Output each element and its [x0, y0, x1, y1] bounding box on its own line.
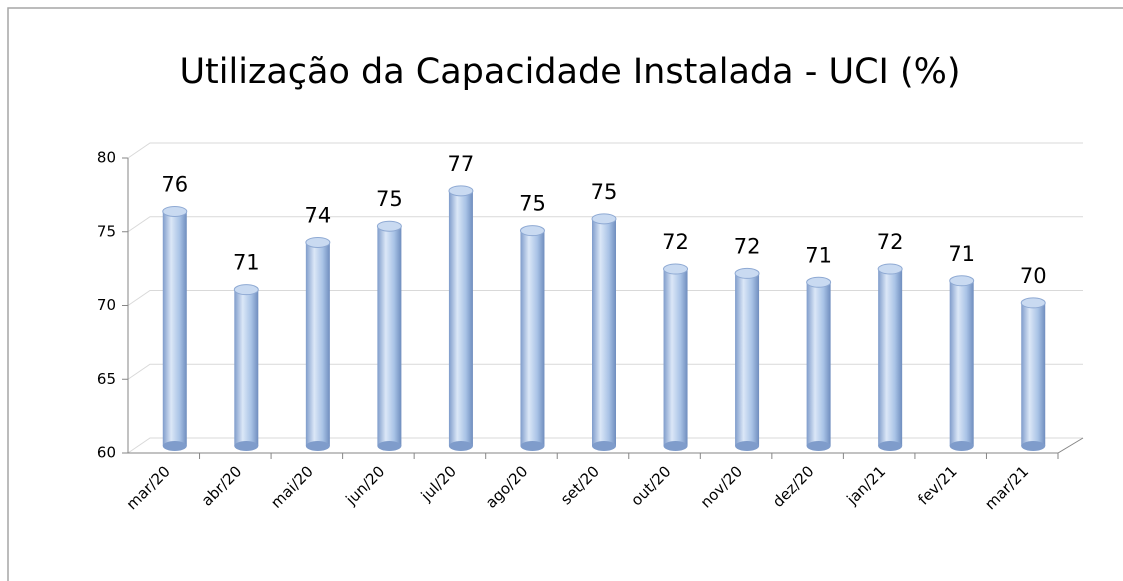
value-label: 77	[448, 152, 475, 176]
grid-line	[127, 363, 1083, 380]
bar-body	[520, 230, 545, 446]
bar-base	[806, 441, 831, 451]
bar	[877, 263, 903, 451]
bar	[949, 275, 975, 451]
chart-title: Utilização da Capacidade Instalada - UCI…	[179, 52, 960, 92]
bar-body	[592, 218, 616, 446]
chart-border	[7, 7, 1123, 581]
bar-base	[377, 441, 402, 451]
bar-body	[377, 226, 402, 446]
bar-body	[162, 211, 187, 446]
value-label: 71	[948, 242, 975, 266]
y-tick-label: 65	[97, 370, 116, 388]
bar-base	[735, 441, 760, 451]
bar	[806, 276, 832, 451]
bar-top	[448, 185, 474, 197]
bar-top	[519, 225, 545, 237]
bar-top	[734, 267, 760, 279]
grid-line	[127, 437, 1083, 454]
bar-base	[448, 441, 473, 451]
bar-body	[735, 273, 760, 446]
bar-top	[591, 213, 617, 225]
bar	[663, 263, 689, 451]
bar-body	[949, 280, 974, 446]
value-label: 76	[161, 172, 188, 196]
bar-base	[305, 441, 330, 451]
y-tick-label: 80	[97, 149, 116, 167]
bar-top	[162, 205, 188, 217]
bar	[519, 225, 545, 451]
bar-top	[305, 236, 331, 248]
bar-top	[806, 276, 832, 288]
bar-base	[520, 441, 545, 451]
value-label: 71	[805, 243, 832, 267]
bar-top	[949, 275, 975, 287]
bar-base	[1021, 441, 1046, 451]
bar-top	[233, 284, 259, 296]
value-label: 72	[877, 230, 904, 254]
bar-top	[376, 220, 402, 232]
grid-line	[127, 142, 1083, 159]
bar	[448, 185, 474, 451]
bar	[1020, 297, 1046, 451]
bar-body	[1021, 302, 1046, 446]
value-label: 75	[591, 180, 618, 204]
value-label: 75	[376, 187, 403, 211]
value-label: 70	[1020, 264, 1047, 288]
y-tick-label: 60	[97, 444, 116, 462]
bar	[233, 284, 259, 451]
value-label: 74	[304, 203, 331, 227]
bar-top	[1020, 297, 1046, 309]
bar-body	[305, 242, 330, 446]
bar	[376, 220, 402, 451]
bar-top	[877, 263, 903, 275]
bar-body	[878, 269, 903, 446]
bar-base	[162, 441, 187, 451]
bar-body	[663, 269, 688, 446]
bar-top	[663, 263, 689, 275]
y-tick-label: 75	[97, 222, 116, 240]
value-label: 75	[519, 192, 546, 216]
value-label: 71	[233, 251, 260, 275]
bar	[305, 236, 331, 451]
bar-body	[448, 190, 473, 446]
value-label: 72	[734, 234, 761, 258]
bar-body	[234, 289, 259, 446]
bar	[734, 267, 760, 451]
grid-line	[127, 216, 1083, 233]
bar-base	[878, 441, 903, 451]
bar-base	[949, 441, 974, 451]
grid-line	[127, 290, 1083, 306]
value-label: 72	[662, 230, 689, 254]
bar	[162, 205, 188, 451]
bar-body	[806, 282, 831, 446]
bar-base	[663, 441, 688, 451]
bar	[591, 213, 617, 451]
bar-base	[234, 441, 259, 451]
bar-base	[592, 441, 616, 451]
y-tick-label: 70	[97, 296, 116, 314]
